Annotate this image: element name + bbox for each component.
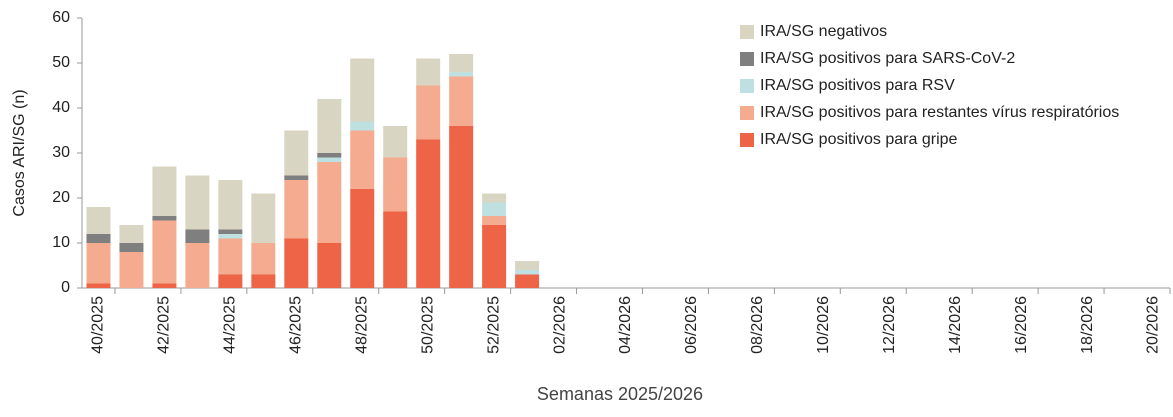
bar-segment bbox=[317, 99, 342, 153]
bar-segment bbox=[416, 85, 441, 140]
legend-label: IRA/SG negativos bbox=[760, 23, 887, 40]
bar-segment bbox=[152, 283, 177, 288]
bar-segment bbox=[251, 243, 276, 275]
bar-segment bbox=[152, 166, 177, 216]
bar-segment bbox=[515, 261, 540, 270]
x-tick-label: 04/2026 bbox=[617, 296, 634, 354]
bar-segment bbox=[350, 58, 375, 122]
bar-segment bbox=[185, 175, 210, 230]
bar-segment bbox=[317, 243, 342, 288]
x-tick-label: 46/2025 bbox=[288, 296, 305, 354]
x-tick-label: 42/2025 bbox=[156, 296, 173, 354]
bar-segment bbox=[449, 72, 474, 77]
x-axis-title: Semanas 2025/2026 bbox=[537, 384, 703, 404]
bar-segment bbox=[416, 139, 441, 288]
x-tick-label: 12/2026 bbox=[881, 296, 898, 354]
x-tick-label: 20/2026 bbox=[1145, 296, 1162, 354]
bar-segment bbox=[449, 126, 474, 288]
bar-segment bbox=[317, 153, 342, 158]
legend-swatch bbox=[740, 52, 754, 66]
bar-segment bbox=[383, 126, 408, 158]
bar-segment bbox=[119, 252, 144, 288]
bar-segment bbox=[152, 220, 177, 284]
bar-segment bbox=[449, 76, 474, 126]
bar-segment bbox=[515, 274, 540, 288]
bar-segment bbox=[284, 175, 309, 180]
bar-segment bbox=[251, 274, 276, 288]
bar-segment bbox=[416, 58, 441, 86]
legend-swatch bbox=[740, 25, 754, 39]
y-tick-label: 20 bbox=[52, 189, 70, 206]
bar-segment bbox=[515, 270, 540, 275]
bar-segment bbox=[119, 243, 144, 252]
bar-segment bbox=[185, 229, 210, 243]
y-tick-label: 10 bbox=[52, 234, 70, 251]
y-tick-label: 0 bbox=[61, 279, 70, 296]
bar-segment bbox=[284, 238, 309, 288]
x-tick-label: 40/2025 bbox=[90, 296, 107, 354]
bar-segment bbox=[350, 189, 375, 288]
bar-segment bbox=[218, 234, 243, 239]
bar-segment bbox=[218, 238, 243, 275]
bar-segment bbox=[218, 180, 243, 230]
x-tick-label: 10/2026 bbox=[815, 296, 832, 354]
x-tick-label: 08/2026 bbox=[749, 296, 766, 354]
bar-segment bbox=[86, 207, 111, 234]
bar-segment bbox=[482, 216, 507, 225]
bar-segment bbox=[251, 193, 276, 243]
x-tick-label: 06/2026 bbox=[683, 296, 700, 354]
bar-segment bbox=[86, 234, 111, 243]
legend-label: IRA/SG positivos para SARS-CoV-2 bbox=[760, 50, 1015, 67]
bar-segment bbox=[185, 243, 210, 288]
x-tick-label: 44/2025 bbox=[222, 296, 239, 354]
x-tick-label: 48/2025 bbox=[353, 296, 370, 354]
y-tick-label: 40 bbox=[52, 99, 70, 116]
bar-segment bbox=[119, 225, 144, 243]
bar-segment bbox=[482, 225, 507, 288]
bar-segment bbox=[284, 130, 309, 176]
x-tick-label: 50/2025 bbox=[419, 296, 436, 354]
x-tick-label: 02/2026 bbox=[551, 296, 568, 354]
bar-segment bbox=[317, 162, 342, 243]
y-tick-label: 60 bbox=[52, 9, 70, 26]
y-axis-title: Casos ARI/SG (n) bbox=[11, 89, 28, 216]
bar-segment bbox=[449, 54, 474, 72]
bar-segment bbox=[86, 243, 111, 284]
legend-swatch bbox=[740, 133, 754, 147]
bar-segment bbox=[86, 283, 111, 288]
x-tick-label: 14/2026 bbox=[947, 296, 964, 354]
bar-segment bbox=[284, 180, 309, 239]
y-tick-label: 30 bbox=[52, 144, 70, 161]
legend-label: IRA/SG positivos para gripe bbox=[760, 131, 958, 148]
legend-swatch bbox=[740, 79, 754, 93]
bar-segment bbox=[383, 157, 408, 212]
bar-segment bbox=[317, 157, 342, 162]
x-tick-label: 16/2026 bbox=[1013, 296, 1030, 354]
bar-segment bbox=[218, 229, 243, 234]
legend-label: IRA/SG positivos para restantes vírus re… bbox=[760, 104, 1119, 121]
y-tick-label: 50 bbox=[52, 54, 70, 71]
bar-segment bbox=[350, 121, 375, 131]
bar-segment bbox=[152, 216, 177, 221]
legend-swatch bbox=[740, 106, 754, 120]
bar-segment bbox=[350, 130, 375, 189]
x-tick-label: 18/2026 bbox=[1079, 296, 1096, 354]
x-tick-label: 52/2025 bbox=[485, 296, 502, 354]
bar-segment bbox=[218, 274, 243, 288]
bar-segment bbox=[383, 211, 408, 288]
bar-segment bbox=[482, 193, 507, 203]
legend-label: IRA/SG positivos para RSV bbox=[760, 77, 955, 94]
bar-segment bbox=[482, 202, 507, 216]
